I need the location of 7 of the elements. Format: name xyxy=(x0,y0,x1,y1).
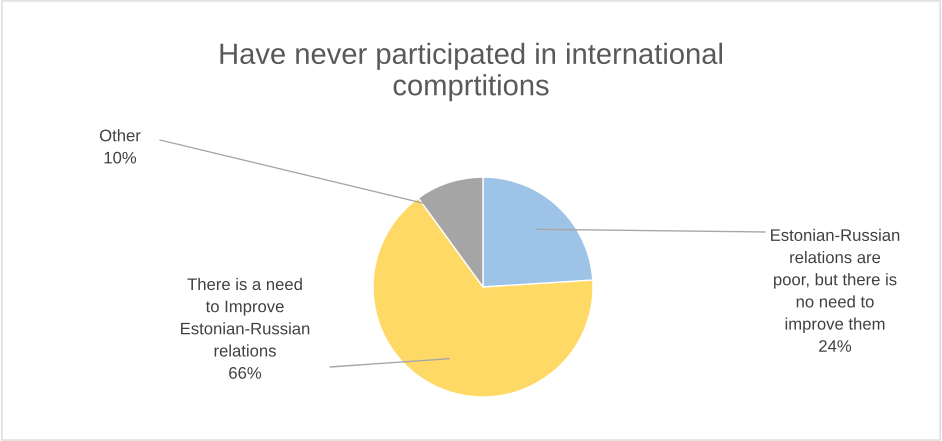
slice-label: There is a need to Improve Estonian-Russian relations xyxy=(181,278,310,357)
chart-title: Have never participated in international comprtitions xyxy=(220,42,722,102)
data-label: 10% xyxy=(104,152,136,164)
slice-label: Other xyxy=(100,129,141,142)
data-label: 66% xyxy=(229,367,262,379)
data-label: 24% xyxy=(819,340,852,352)
slice-label: Estonian-Russian relations are poor, but there is no need to improve them xyxy=(771,228,900,334)
